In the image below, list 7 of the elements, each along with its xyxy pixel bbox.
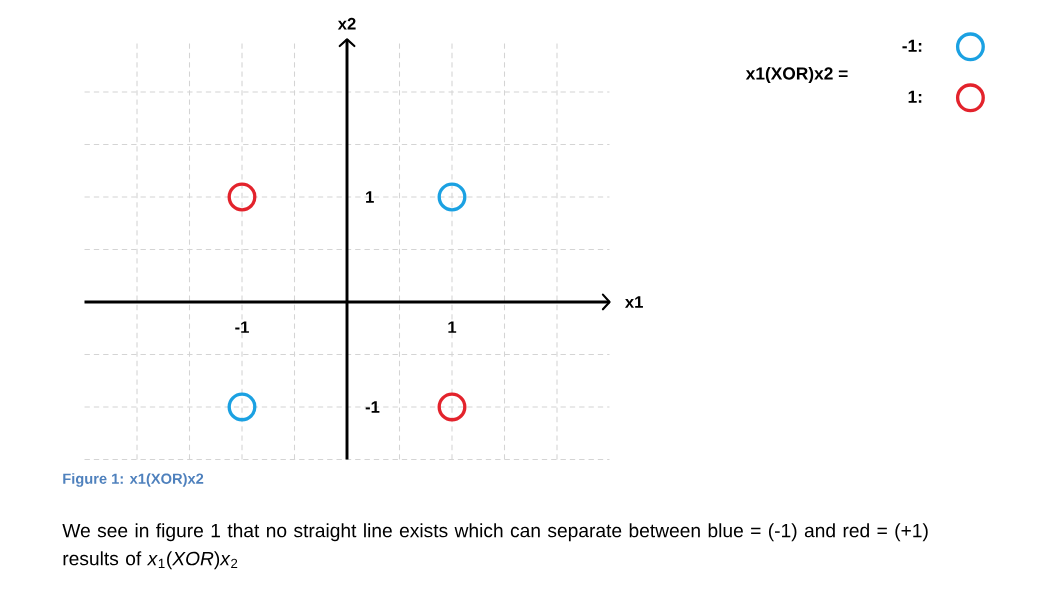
y-axis-title: x2 (337, 17, 356, 30)
x-axis-title: x1 (624, 296, 643, 308)
legend-label: 1: (908, 90, 922, 103)
legend-title: x1(XOR)x2 = (745, 66, 848, 84)
legend-label: -1: (902, 39, 922, 52)
caption: Figure 1: x1(XOR)x2 (63, 473, 204, 487)
text: We see in figure 1 that no straight line exists which can separate between blue = (-1) and red = (+1) results of x$_{1}$(XOR)x$_{2}$ (62, 523, 928, 570)
